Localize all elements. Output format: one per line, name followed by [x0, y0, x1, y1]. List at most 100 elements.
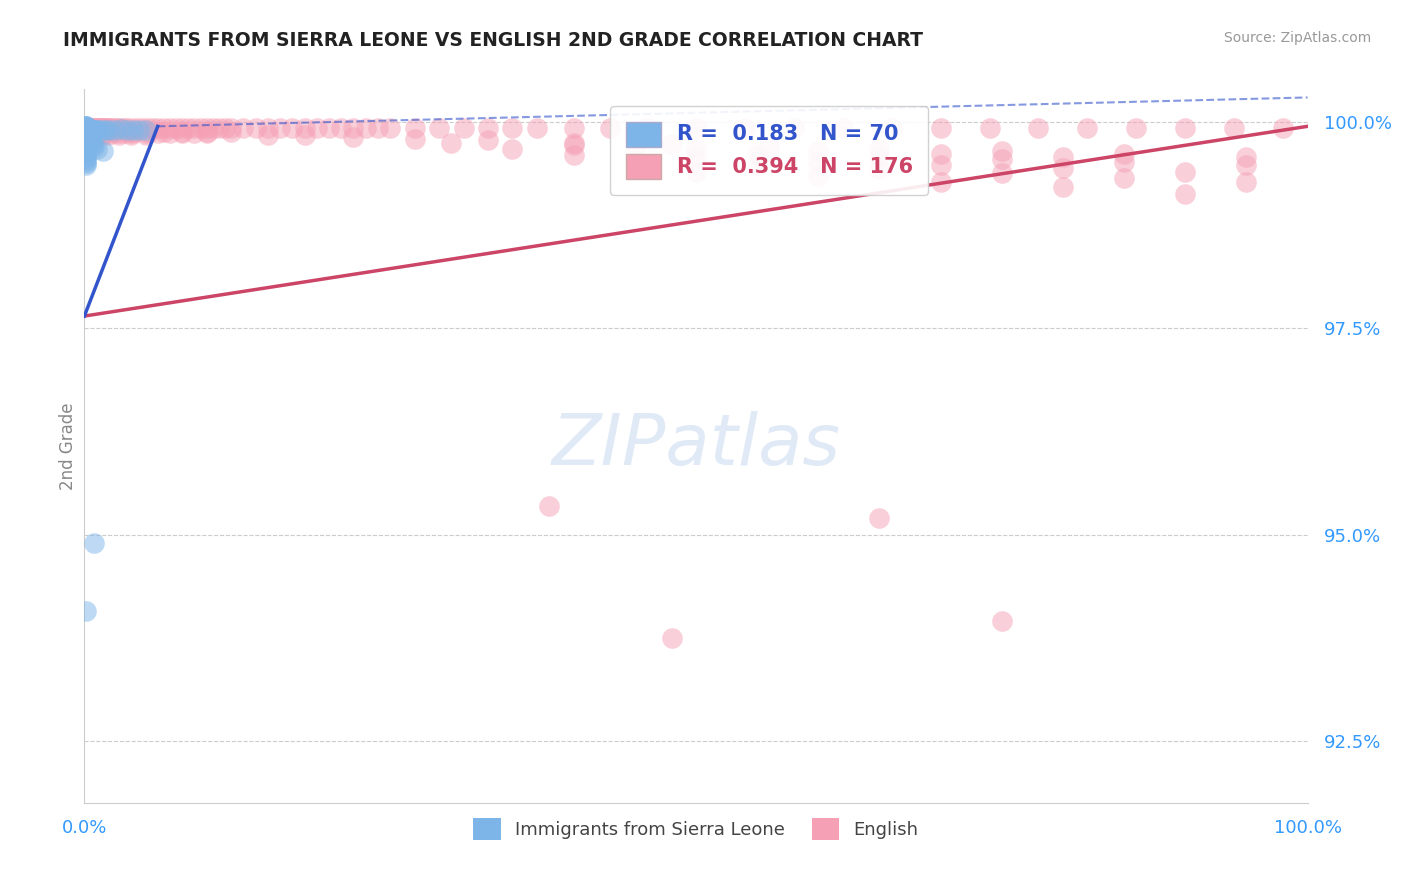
Point: [599, 120, 621, 135]
Point: [89, 120, 111, 135]
Point: [75, 158, 97, 172]
Point: [110, 123, 132, 137]
Point: [75, 150, 97, 164]
Point: [159, 126, 181, 140]
Point: [110, 126, 132, 140]
Point: [83, 120, 105, 135]
Point: [685, 120, 707, 135]
Point: [75, 137, 97, 152]
Point: [77, 128, 100, 142]
Point: [1272, 120, 1295, 135]
Point: [77, 123, 100, 137]
Point: [136, 120, 159, 135]
Point: [562, 136, 585, 150]
Point: [96, 120, 118, 135]
Point: [93, 123, 115, 137]
Point: [86, 128, 108, 142]
Point: [880, 120, 903, 135]
Point: [86, 126, 108, 140]
Point: [135, 123, 157, 137]
Point: [105, 120, 128, 135]
Point: [1114, 146, 1136, 161]
Point: [77, 126, 100, 140]
Point: [132, 120, 155, 135]
Point: [80, 126, 103, 140]
Point: [77, 130, 100, 145]
Point: [404, 120, 426, 135]
Point: [502, 142, 524, 156]
Point: [110, 120, 132, 135]
Point: [869, 150, 891, 164]
Point: [427, 120, 450, 135]
Point: [117, 120, 139, 135]
Point: [201, 120, 224, 135]
Point: [79, 126, 101, 140]
Point: [82, 120, 104, 135]
Point: [562, 138, 585, 153]
Point: [80, 123, 103, 137]
Point: [75, 148, 97, 162]
Point: [79, 136, 101, 150]
Point: [75, 121, 97, 136]
Point: [82, 128, 104, 142]
Point: [305, 120, 328, 135]
Point: [991, 615, 1014, 629]
Point: [1052, 150, 1074, 164]
Point: [75, 120, 97, 134]
Point: [208, 120, 231, 135]
Point: [87, 123, 110, 137]
Point: [97, 128, 120, 142]
Point: [104, 126, 127, 140]
Point: [77, 125, 100, 139]
Point: [90, 120, 112, 135]
Point: [526, 120, 548, 135]
Point: [661, 631, 683, 645]
Point: [75, 144, 97, 158]
Point: [807, 144, 830, 158]
Point: [269, 120, 291, 135]
Y-axis label: 2nd Grade: 2nd Grade: [59, 402, 77, 490]
Point: [214, 120, 236, 135]
Point: [153, 120, 176, 135]
Point: [257, 128, 280, 142]
Point: [77, 123, 100, 137]
Point: [195, 125, 218, 139]
Point: [929, 175, 952, 189]
Point: [929, 158, 952, 172]
Point: [122, 126, 145, 140]
Point: [1174, 120, 1197, 135]
Legend: Immigrants from Sierra Leone, English: Immigrants from Sierra Leone, English: [467, 811, 925, 847]
Point: [219, 120, 242, 135]
Point: [97, 120, 120, 135]
Point: [76, 123, 98, 137]
Point: [195, 126, 218, 140]
Point: [87, 120, 110, 135]
Point: [624, 144, 647, 158]
Point: [76, 120, 98, 135]
Point: [146, 126, 169, 140]
Point: [75, 121, 97, 136]
Point: [83, 140, 105, 154]
Point: [77, 125, 100, 139]
Point: [107, 128, 129, 142]
Text: IMMIGRANTS FROM SIERRA LEONE VS ENGLISH 2ND GRADE CORRELATION CHART: IMMIGRANTS FROM SIERRA LEONE VS ENGLISH …: [63, 31, 924, 50]
Point: [440, 136, 463, 150]
Point: [172, 120, 194, 135]
Point: [76, 128, 98, 142]
Point: [991, 153, 1014, 167]
Point: [330, 120, 353, 135]
Point: [1223, 120, 1246, 135]
Point: [75, 140, 97, 154]
Point: [97, 120, 120, 135]
Point: [77, 133, 100, 147]
Point: [87, 120, 110, 135]
Point: [979, 120, 1001, 135]
Point: [869, 142, 891, 156]
Point: [75, 128, 97, 142]
Point: [142, 120, 165, 135]
Point: [76, 123, 98, 137]
Point: [75, 120, 97, 134]
Point: [685, 152, 707, 166]
Point: [110, 121, 132, 136]
Point: [79, 123, 101, 137]
